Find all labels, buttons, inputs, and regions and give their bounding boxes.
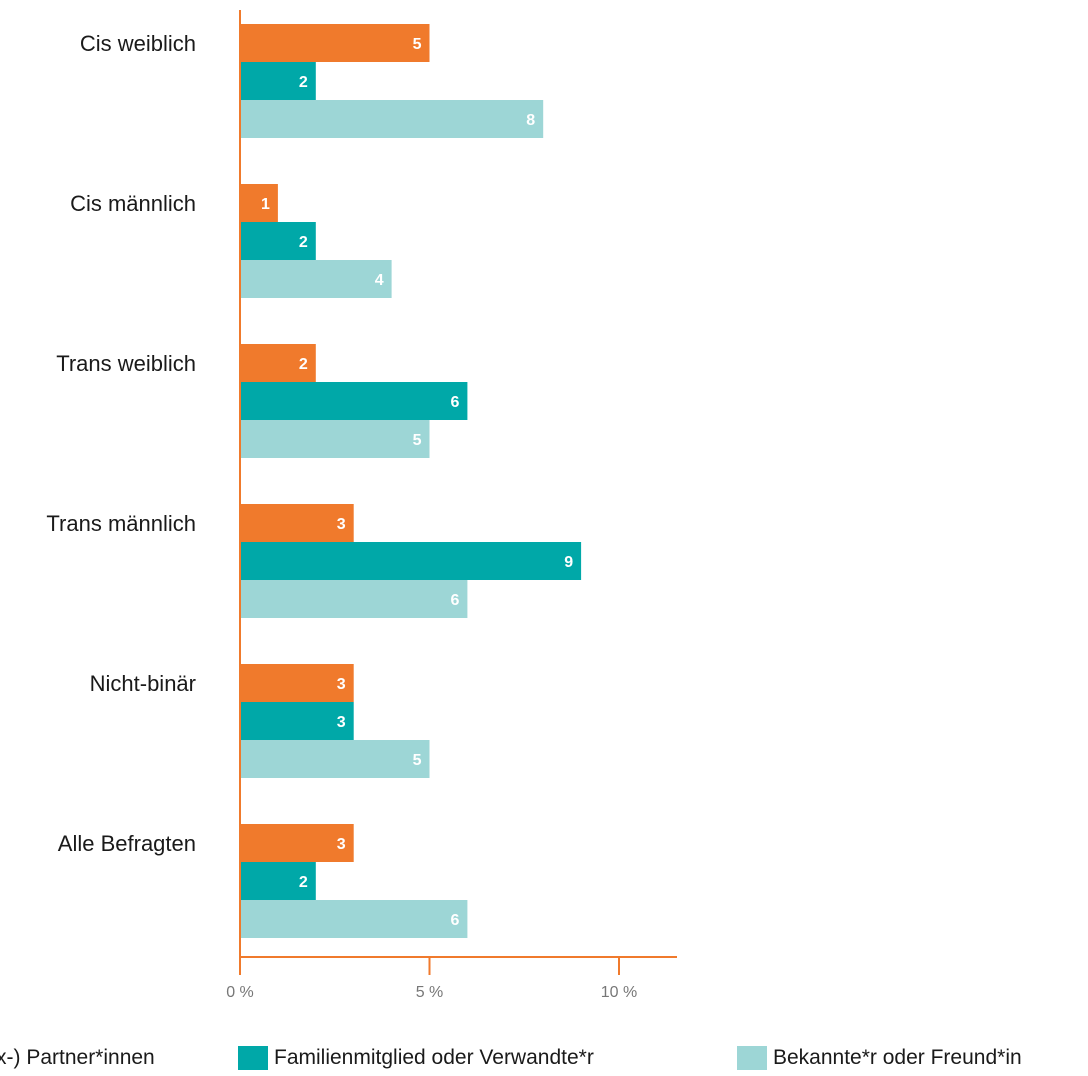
bar-value-cis-weiblich-series-2: 8 (526, 112, 535, 129)
bar-value-alle-befragten-series-0: 3 (337, 836, 346, 853)
bar-cis-weiblich-series-1 (240, 62, 316, 100)
bar-cis-männlich-series-1 (240, 222, 316, 260)
legend-swatch-familie (238, 1046, 268, 1070)
legend-item-partner: (Ex-) Partner*innen (0, 1046, 155, 1070)
category-label-nicht-binär: Nicht-binär (90, 671, 196, 696)
bar-trans-männlich-series-2 (240, 580, 468, 618)
bar-value-trans-weiblich-series-2: 5 (413, 432, 422, 449)
bar-value-cis-weiblich-series-1: 2 (299, 74, 308, 91)
bar-trans-weiblich-series-1 (240, 382, 468, 420)
bar-alle-befragten-series-2 (240, 900, 468, 938)
bar-value-trans-weiblich-series-0: 2 (299, 356, 308, 373)
legend-label-partner: (Ex-) Partner*innen (0, 1046, 155, 1069)
bar-trans-weiblich-series-0 (240, 344, 316, 382)
bar-cis-männlich-series-0 (240, 184, 278, 222)
bar-value-cis-männlich-series-0: 1 (261, 196, 270, 213)
bar-nicht-binär-series-1 (240, 702, 354, 740)
x-tick-label-1: 5 % (416, 984, 444, 1001)
legend-item-bekannte: Bekannte*r oder Freund*in (737, 1046, 1022, 1070)
legend-label-familie: Familienmitglied oder Verwandte*r (274, 1046, 594, 1069)
bar-cis-weiblich-series-0 (240, 24, 430, 62)
bar-value-alle-befragten-series-1: 2 (299, 874, 308, 891)
bar-nicht-binär-series-0 (240, 664, 354, 702)
bar-value-cis-weiblich-series-0: 5 (413, 36, 422, 53)
legend-item-familie: Familienmitglied oder Verwandte*r (238, 1046, 594, 1070)
chart: Cis weiblich 5 2 8 Cis männlich 1 2 4 Trans weib… (46, 10, 677, 1001)
category-label-cis-männlich: Cis männlich (70, 191, 196, 216)
bar-value-nicht-binär-series-0: 3 (337, 676, 346, 693)
category-label-trans-männlich: Trans männlich (46, 511, 196, 536)
category-label-cis-weiblich: Cis weiblich (80, 31, 196, 56)
bar-value-trans-männlich-series-2: 6 (450, 592, 459, 609)
bar-value-trans-männlich-series-0: 3 (337, 516, 346, 533)
bar-alle-befragten-series-0 (240, 824, 354, 862)
bar-alle-befragten-series-1 (240, 862, 316, 900)
x-tick-label-0: 0 % (226, 984, 254, 1001)
bar-nicht-binär-series-2 (240, 740, 430, 778)
category-label-alle-befragten: Alle Befragten (58, 831, 196, 856)
x-tick-label-2: 10 % (601, 984, 637, 1001)
category-label-trans-weiblich: Trans weiblich (56, 351, 196, 376)
bar-cis-weiblich-series-2 (240, 100, 544, 138)
bar-value-nicht-binär-series-2: 5 (413, 752, 422, 769)
bar-cis-männlich-series-2 (240, 260, 392, 298)
bar-trans-männlich-series-1 (240, 542, 582, 580)
bar-value-trans-männlich-series-1: 9 (564, 554, 573, 571)
bar-value-nicht-binär-series-1: 3 (337, 714, 346, 731)
legend-swatch-bekannte (737, 1046, 767, 1070)
bar-value-alle-befragten-series-2: 6 (450, 912, 459, 929)
bar-value-trans-weiblich-series-1: 6 (450, 394, 459, 411)
legend-label-bekannte: Bekannte*r oder Freund*in (773, 1046, 1022, 1069)
bar-trans-männlich-series-0 (240, 504, 354, 542)
bar-trans-weiblich-series-2 (240, 420, 430, 458)
bar-value-cis-männlich-series-1: 2 (299, 234, 308, 251)
bar-value-cis-männlich-series-2: 4 (375, 272, 384, 289)
legend: (Ex-) Partner*innen Familienmitglied ode… (0, 1046, 1088, 1076)
